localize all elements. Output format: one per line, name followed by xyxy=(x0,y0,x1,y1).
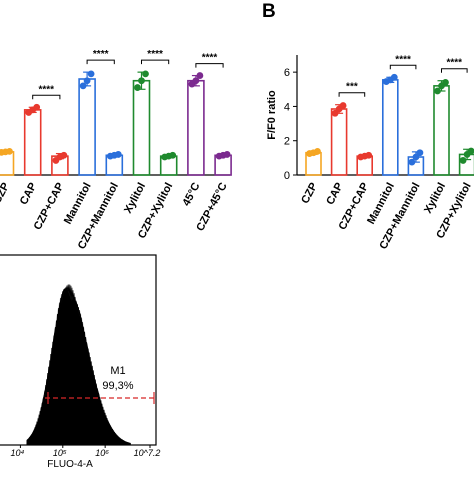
data-point xyxy=(87,70,95,78)
histogram-area xyxy=(26,284,131,446)
significance-label: **** xyxy=(39,84,55,95)
data-point xyxy=(114,151,122,158)
bar xyxy=(78,78,96,176)
y-tick-label: 4 xyxy=(284,101,290,113)
data-point xyxy=(60,151,68,159)
x-tick-label: CAP xyxy=(324,181,346,207)
y-tick-label: 6 xyxy=(284,67,290,79)
bar xyxy=(433,85,450,176)
significance-bracket xyxy=(441,68,468,73)
data-point xyxy=(169,151,177,159)
x-axis-label: FLUO-4-A xyxy=(47,459,93,470)
significance-label: **** xyxy=(202,53,218,64)
x-tick-label: 10⁴ xyxy=(10,448,24,458)
x-tick-label: CZP xyxy=(299,181,320,206)
data-point xyxy=(83,77,91,85)
significance-label: **** xyxy=(93,49,109,60)
data-point xyxy=(390,73,398,81)
x-tick-label: 10^7.2 xyxy=(134,448,161,458)
panel-c-histogram: M1 99,3% 10⁴ 10⁵ 10⁶ 10^7.2 FLUO-4-A xyxy=(0,254,161,470)
significance-label: **** xyxy=(147,49,163,60)
data-point xyxy=(416,149,424,157)
x-tick-label: CZP xyxy=(0,181,12,206)
data-point xyxy=(192,77,200,85)
significance-label: **** xyxy=(447,58,463,69)
data-point xyxy=(331,109,339,117)
significance-label: *** xyxy=(346,82,358,93)
marker-name: M1 xyxy=(110,365,125,377)
y-tick-label: 2 xyxy=(284,136,290,148)
bar xyxy=(187,79,205,176)
bar xyxy=(330,108,348,176)
data-point xyxy=(138,77,145,85)
data-point xyxy=(467,147,474,155)
x-tick-label: CAP xyxy=(18,181,40,207)
data-point xyxy=(442,79,449,86)
data-point xyxy=(223,151,231,158)
bar xyxy=(132,79,151,176)
x-tick-label: Xylitol xyxy=(422,181,448,216)
data-point xyxy=(196,72,204,79)
significance-bracket xyxy=(32,94,61,100)
significance-bracket xyxy=(389,64,417,70)
y-tick-label: 0 xyxy=(284,170,290,182)
bar xyxy=(381,79,399,176)
x-tick-label: 10⁵ xyxy=(53,448,67,458)
panel-b-letter: B xyxy=(262,1,276,22)
data-point xyxy=(33,103,41,111)
marker-percent: 99,3% xyxy=(102,380,133,392)
significance-bracket xyxy=(141,59,170,65)
data-point xyxy=(134,84,141,91)
data-point xyxy=(339,102,347,109)
data-point xyxy=(365,151,373,159)
data-point xyxy=(459,157,467,164)
data-point xyxy=(314,147,321,155)
x-tick-label: Xylitol xyxy=(122,181,148,216)
data-point xyxy=(142,70,149,78)
data-point xyxy=(412,153,420,161)
x-tick-label: 10⁶ xyxy=(95,448,109,458)
significance-bracket xyxy=(86,59,115,65)
data-point xyxy=(6,147,13,155)
data-point xyxy=(79,82,87,90)
bar xyxy=(23,109,42,176)
data-point xyxy=(434,87,441,95)
significance-bracket xyxy=(338,92,366,97)
x-tick-label: 45°C xyxy=(180,181,202,208)
significance-bracket xyxy=(195,63,224,68)
y-axis-label: F/F0 ratio xyxy=(266,90,278,140)
data-point xyxy=(408,158,416,166)
significance-label: **** xyxy=(395,54,411,65)
